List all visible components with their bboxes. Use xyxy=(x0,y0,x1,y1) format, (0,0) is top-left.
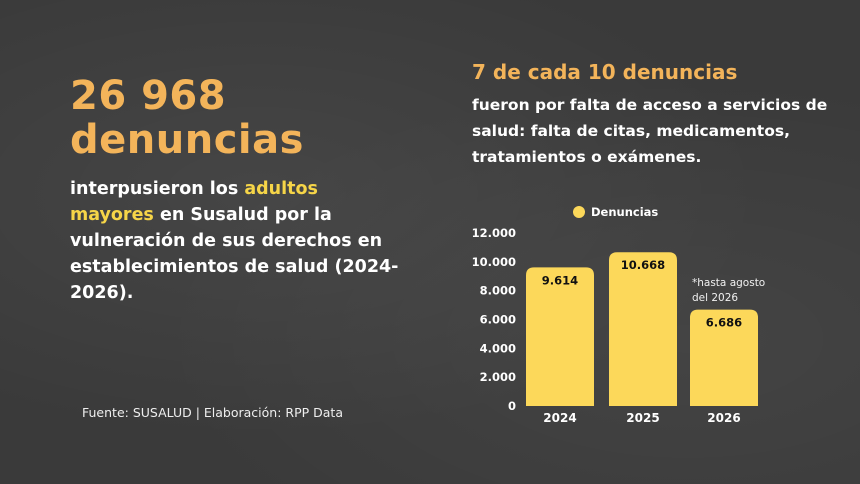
legend-swatch xyxy=(573,206,585,218)
y-tick-label: 10.000 xyxy=(472,255,516,269)
bar-2025 xyxy=(609,252,677,406)
data-label: 6.686 xyxy=(706,316,742,330)
data-label: 9.614 xyxy=(542,273,578,287)
chart-legend: Denuncias xyxy=(573,205,658,219)
left-panel: 26 968 denuncias interpusieron los adult… xyxy=(70,74,400,306)
description-part1: interpusieron los xyxy=(70,179,245,199)
y-tick-label: 12.000 xyxy=(472,226,516,240)
y-axis: 0 2.000 4.000 6.000 8.000 10.000 12.000 xyxy=(472,226,516,413)
y-tick-label: 2.000 xyxy=(480,370,516,384)
bar-2026 xyxy=(690,309,758,406)
data-label: 10.668 xyxy=(621,258,665,272)
x-tick-label: 2026 xyxy=(707,411,740,425)
x-tick-label: 2025 xyxy=(626,411,659,425)
y-tick-label: 6.000 xyxy=(480,313,516,327)
headline-word: denuncias xyxy=(70,117,304,163)
headline-description: interpusieron los adultos mayores en Sus… xyxy=(70,176,400,306)
headline-number: 26 968 xyxy=(70,73,227,119)
annotation-line: del 2026 xyxy=(692,292,738,304)
chart-annotation: *hasta agosto del 2026 xyxy=(692,277,765,304)
bar-2024 xyxy=(526,267,594,406)
legend-label: Denuncias xyxy=(591,205,658,219)
description-highlight: adultos mayores xyxy=(70,179,318,225)
x-axis: 2024 2025 2026 xyxy=(543,411,740,425)
right-title: 7 de cada 10 denuncias xyxy=(472,60,738,84)
source-note: Fuente: SUSALUD | Elaboración: RPP Data xyxy=(82,405,343,420)
y-tick-label: 8.000 xyxy=(480,284,516,298)
description-part2: en Susalud por la vulneración de sus der… xyxy=(70,205,399,303)
x-tick-label: 2024 xyxy=(543,411,576,425)
y-tick-label: 0 xyxy=(508,399,516,413)
right-subtitle: fueron por falta de acceso a servicios d… xyxy=(472,96,828,166)
annotation-line: *hasta agosto xyxy=(692,277,765,289)
y-tick-label: 4.000 xyxy=(480,341,516,355)
bars: 9.614 10.668 6.686 xyxy=(526,252,758,406)
